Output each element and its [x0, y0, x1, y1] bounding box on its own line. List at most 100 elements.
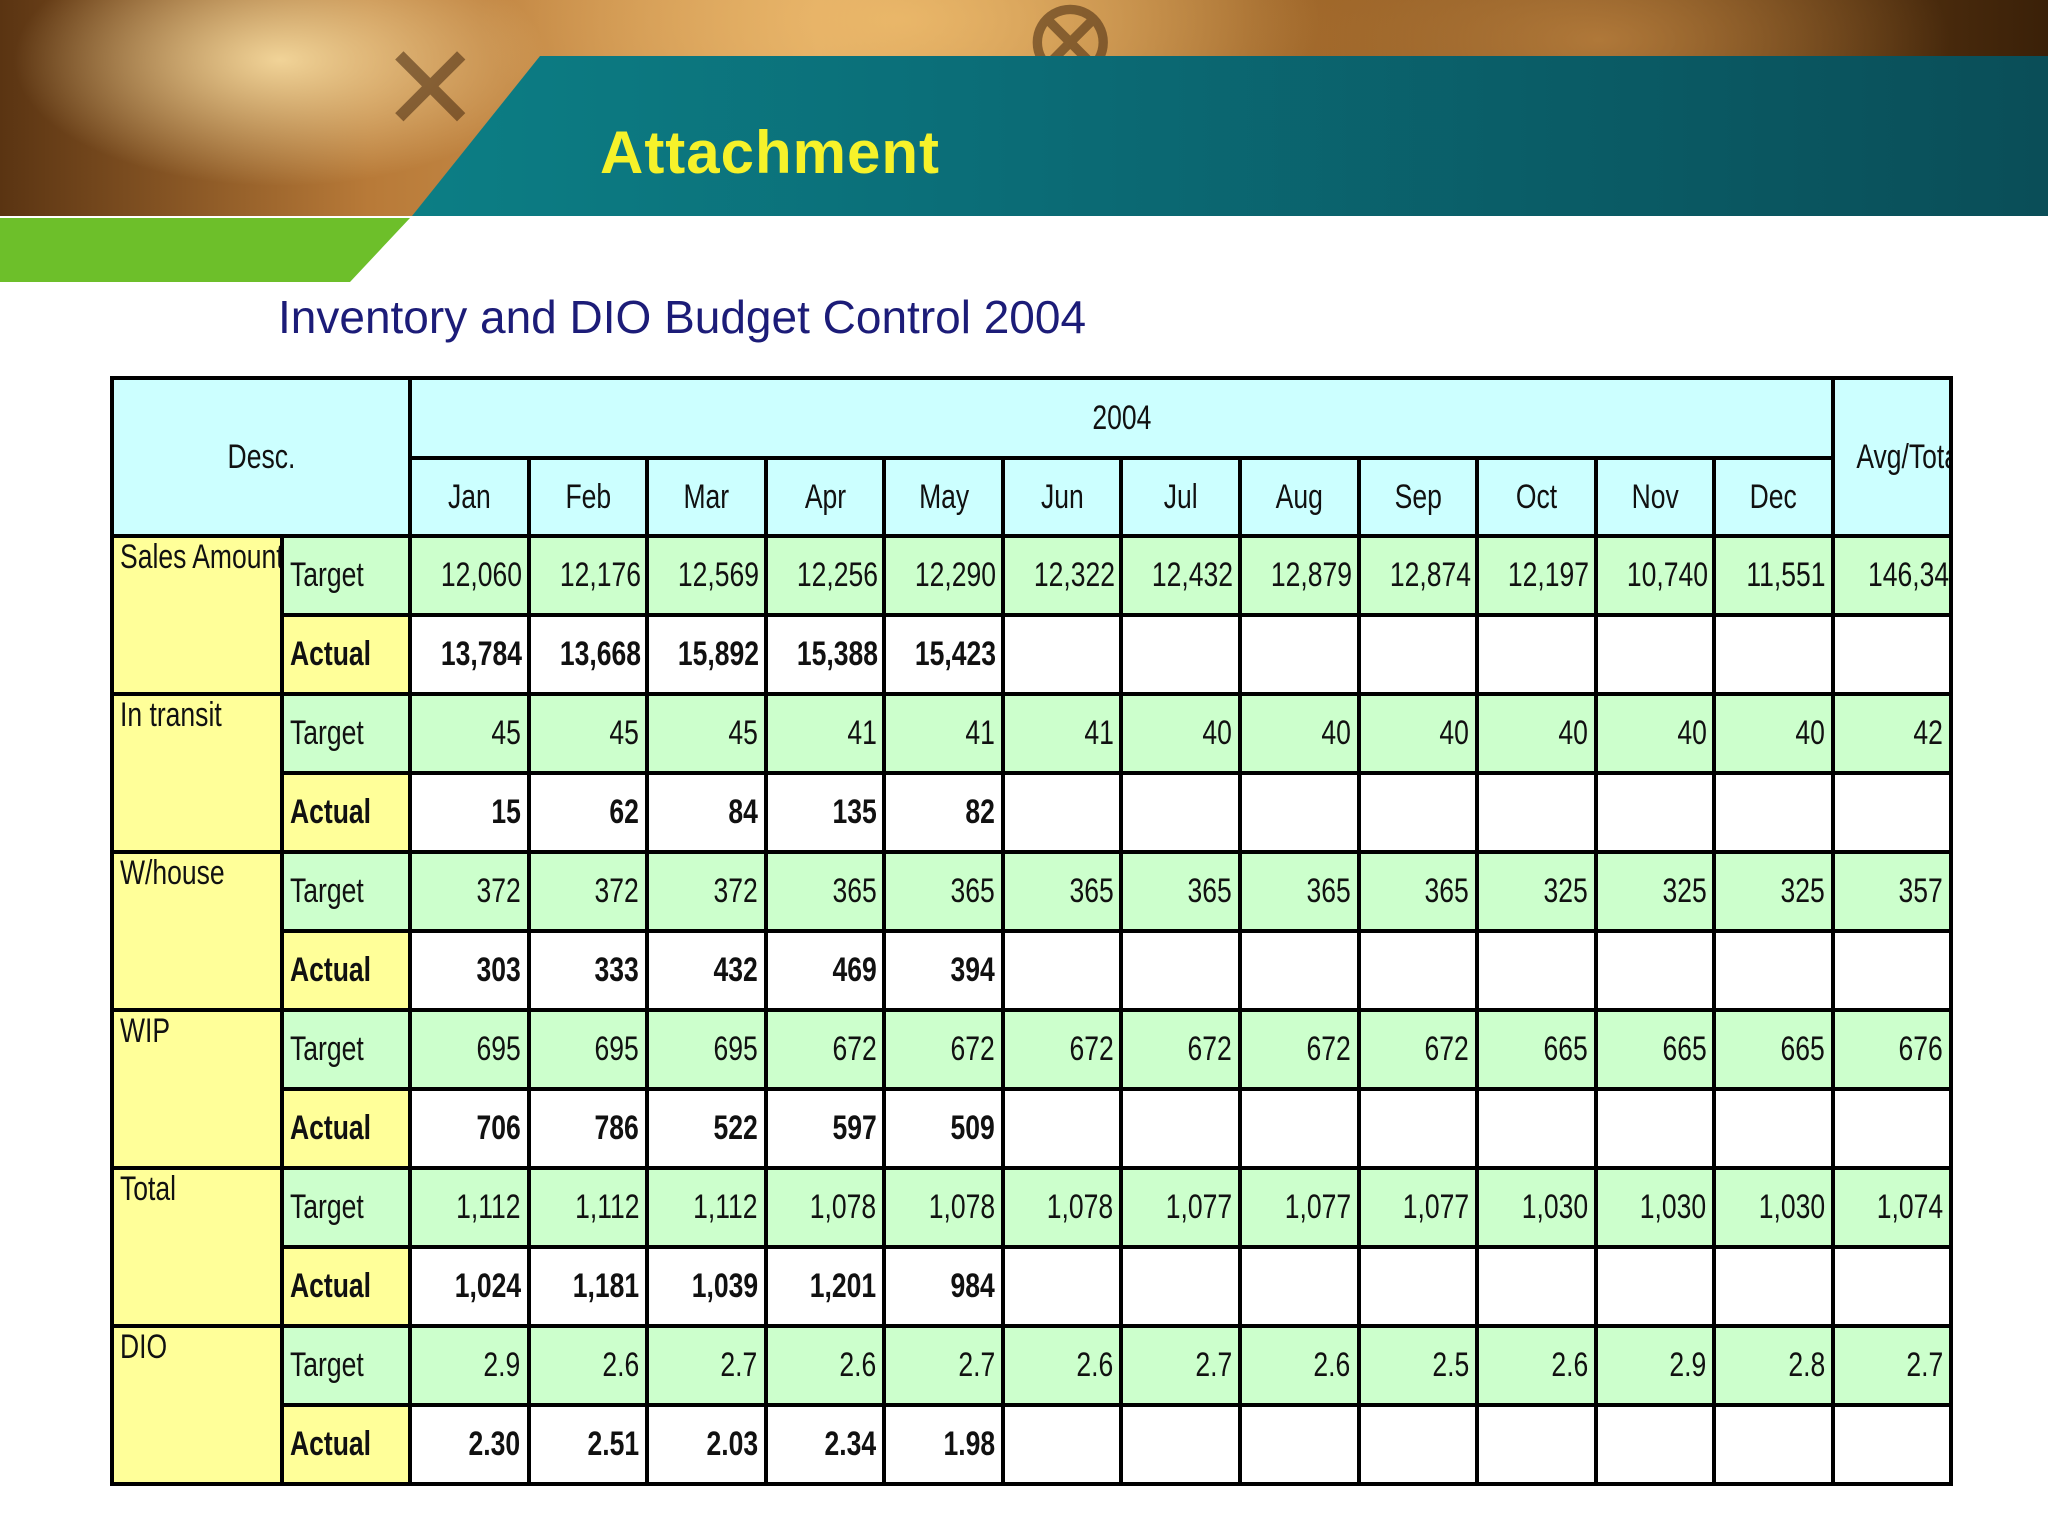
value-cell [1000, 1087, 1124, 1170]
value-cell: 1,077 [1356, 1166, 1480, 1249]
value-cell [1593, 1403, 1717, 1486]
avg-total-cell [1831, 771, 1953, 854]
table-row-actual: Actual 2.30 2.51 2.03 2.34 1.98 [112, 1403, 1953, 1486]
value-cell [1000, 613, 1124, 696]
actual-label: Actual [279, 1245, 413, 1328]
value-cell: 45 [408, 692, 531, 775]
value-cell: 41 [882, 692, 1005, 775]
value-cell: 41 [763, 692, 887, 775]
table-row-actual: Actual 15 62 84 135 82 [112, 771, 1953, 854]
value-cell: 12,256 [763, 534, 887, 617]
value-cell: 1.98 [882, 1403, 1005, 1486]
avg-total-cell [1831, 1403, 1953, 1486]
table-row-actual: Actual 706 786 522 597 509 [112, 1087, 1953, 1170]
value-cell: 522 [645, 1087, 768, 1170]
value-cell: 40 [1238, 692, 1361, 775]
value-cell: 1,112 [645, 1166, 768, 1249]
table-row-target: Sales Amount Target 12,060 12,176 12,569 12,2… [110, 534, 1953, 696]
value-cell: 2.5 [1356, 1324, 1480, 1407]
value-cell [1712, 1245, 1835, 1328]
value-cell: 1,030 [1475, 1166, 1598, 1249]
target-label: Target [279, 1324, 413, 1407]
value-cell: 12,879 [1238, 534, 1361, 617]
target-label: Target [279, 1166, 413, 1249]
table-title: Inventory and DIO Budget Control 2004 [278, 291, 1087, 343]
value-cell: 1,201 [763, 1245, 887, 1328]
value-cell [1119, 1403, 1243, 1486]
value-cell: 1,030 [1593, 1166, 1717, 1249]
value-cell: 40 [1356, 692, 1480, 775]
value-cell: 325 [1593, 850, 1717, 933]
target-label: Target [279, 850, 413, 933]
avg-total-cell: 676 [1831, 1008, 1953, 1091]
slide-body-edge [350, 216, 2048, 290]
value-cell: 672 [1238, 1008, 1361, 1091]
target-label: Target [279, 1008, 413, 1091]
value-cell: 672 [1000, 1008, 1124, 1091]
value-cell: 365 [763, 850, 887, 933]
value-cell: 41 [1000, 692, 1124, 775]
value-cell: 1,077 [1119, 1166, 1243, 1249]
value-cell: 2.51 [526, 1403, 650, 1486]
month-header: May [882, 456, 1005, 538]
value-cell [1238, 1087, 1361, 1170]
value-cell: 372 [408, 850, 531, 933]
value-cell [1238, 1245, 1361, 1328]
value-cell: 1,078 [1000, 1166, 1124, 1249]
value-cell: 665 [1712, 1008, 1835, 1091]
value-cell [1119, 1087, 1243, 1170]
value-cell: 325 [1475, 850, 1598, 933]
month-header: Oct [1475, 456, 1598, 538]
row-group-label: Sales Amount [110, 534, 284, 696]
value-cell: 2.6 [1475, 1324, 1598, 1407]
value-cell [1593, 1245, 1717, 1328]
value-cell: 12,432 [1119, 534, 1243, 617]
actual-label: Actual [279, 613, 413, 696]
value-cell: 984 [882, 1245, 1005, 1328]
value-cell: 2.34 [763, 1403, 887, 1486]
value-cell: 2.8 [1712, 1324, 1835, 1407]
value-cell [1712, 613, 1835, 696]
value-cell: 1,078 [763, 1166, 887, 1249]
value-cell: 365 [1000, 850, 1124, 933]
value-cell [1475, 613, 1598, 696]
header-row-year: Desc. 2004 Avg/Total [109, 376, 1953, 538]
table-row-target: WIP Target 695 695 695 672 672 672 672 672 672 665 6… [110, 1008, 1953, 1170]
value-cell: 135 [763, 771, 887, 854]
value-cell: 1,112 [526, 1166, 650, 1249]
value-cell: 665 [1475, 1008, 1598, 1091]
value-cell: 665 [1593, 1008, 1717, 1091]
value-cell [1593, 1087, 1717, 1170]
actual-label: Actual [279, 1403, 413, 1486]
value-cell [1475, 1245, 1598, 1328]
value-cell: 10,740 [1593, 534, 1717, 617]
value-cell [1593, 613, 1717, 696]
value-cell [1712, 1403, 1835, 1486]
value-cell [1593, 929, 1717, 1012]
avg-total-cell: 146,346 [1831, 534, 1953, 617]
value-cell: 1,112 [408, 1166, 531, 1249]
row-group-label: In transit [110, 692, 284, 854]
row-group-label: W/house [110, 850, 284, 1012]
slide-title: Attachment [600, 119, 941, 186]
month-header: Apr [763, 456, 887, 538]
value-cell: 2.6 [1238, 1324, 1361, 1407]
value-cell [1475, 771, 1598, 854]
value-cell: 1,024 [408, 1245, 531, 1328]
target-label: Target [279, 692, 413, 775]
value-cell [1119, 1245, 1243, 1328]
value-cell [1475, 1403, 1598, 1486]
value-cell: 2.30 [408, 1403, 531, 1486]
table-row-actual: Actual 303 333 432 469 394 [112, 929, 1953, 1012]
avg-total-cell [1831, 929, 1953, 1012]
value-cell: 15,892 [645, 613, 768, 696]
value-cell [1000, 1245, 1124, 1328]
value-cell [1356, 1245, 1480, 1328]
month-header: Sep [1356, 456, 1480, 538]
value-cell: 12,874 [1356, 534, 1480, 617]
value-cell: 1,030 [1712, 1166, 1835, 1249]
month-header: Dec [1712, 456, 1835, 538]
target-label: Target [279, 534, 413, 617]
value-cell: 672 [763, 1008, 887, 1091]
value-cell: 15,388 [763, 613, 887, 696]
